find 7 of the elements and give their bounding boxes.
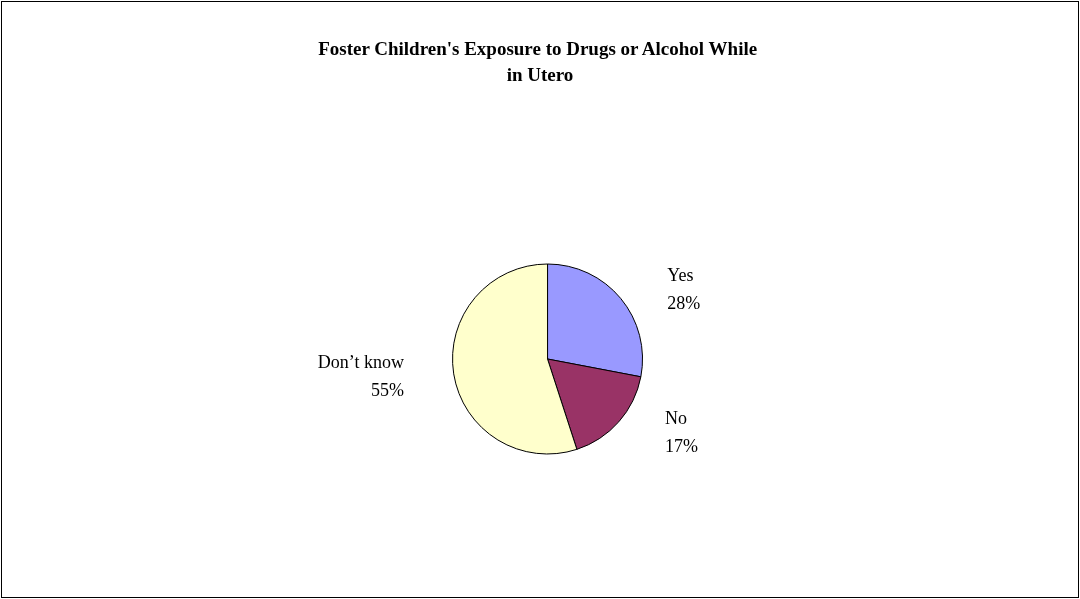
chart-title: Foster Children's Exposure to Drugs or Alcohol While in Utero <box>318 37 762 85</box>
data-label: 17% <box>665 435 699 456</box>
data-label: 28% <box>667 292 701 313</box>
data-label: 55% <box>370 380 404 401</box>
slice-label: Don’t know <box>317 352 404 373</box>
slice-label: Yes <box>667 264 694 285</box>
slice-label: No <box>665 407 688 428</box>
